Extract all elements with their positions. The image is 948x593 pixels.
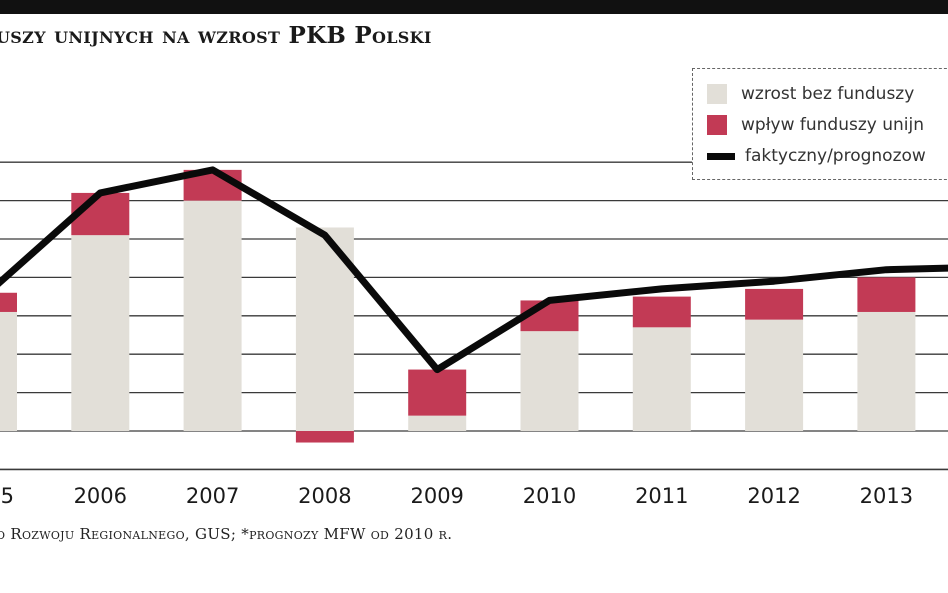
legend-swatch-line — [707, 152, 735, 160]
chart-title: uszy unijnych na wzrost PKB Polski — [0, 22, 432, 49]
x-tick-label: 2013 — [860, 484, 913, 508]
bar-base — [857, 311, 916, 431]
bar-eu — [632, 296, 691, 328]
x-tick-label: 2010 — [523, 484, 576, 508]
bar-base — [183, 200, 242, 431]
legend-item-line: faktyczny/prognozow — [707, 141, 926, 171]
legend-label-line: faktyczny/prognozow — [745, 146, 926, 166]
bar-base — [408, 415, 467, 431]
bar-base — [520, 331, 579, 431]
bar-eu — [857, 277, 916, 312]
bar-eu — [295, 431, 354, 443]
legend-swatch-base — [707, 84, 727, 104]
legend-item-eu: wpływ funduszy unijn — [707, 110, 924, 140]
x-tick-label: 2012 — [747, 484, 800, 508]
legend-swatch-eu — [707, 115, 727, 135]
bar-eu — [408, 369, 467, 416]
x-tick-label: 2007 — [186, 484, 239, 508]
x-tick-label: 2008 — [298, 484, 351, 508]
x-tick-label: 2006 — [74, 484, 127, 508]
bar-eu — [0, 292, 17, 312]
bar-base — [71, 235, 130, 431]
grid-layer — [0, 161, 948, 471]
legend: wzrost bez funduszy wpływ funduszy unijn… — [692, 68, 948, 180]
bars-layer — [0, 169, 916, 443]
bar-base — [745, 319, 804, 431]
top-bar — [0, 0, 948, 14]
source-note: o Rozwoju Regionalnego, GUS; *prognozy M… — [0, 525, 453, 543]
series-line — [0, 166, 948, 374]
x-tick-label: 2011 — [635, 484, 688, 508]
bar-eu — [745, 288, 804, 320]
x-axis: 05 2006 2007 2008 2009 2010 2011 2012 2013 — [0, 484, 913, 508]
bar-base — [632, 327, 691, 431]
line-layer — [0, 166, 948, 374]
legend-label-base: wzrost bez funduszy — [741, 84, 915, 104]
x-tick-label: 2009 — [410, 484, 463, 508]
legend-item-base: wzrost bez funduszy — [707, 79, 914, 109]
legend-label-eu: wpływ funduszy unijn — [741, 115, 925, 135]
x-tick-label: 05 — [0, 484, 14, 508]
bar-base — [0, 311, 17, 431]
